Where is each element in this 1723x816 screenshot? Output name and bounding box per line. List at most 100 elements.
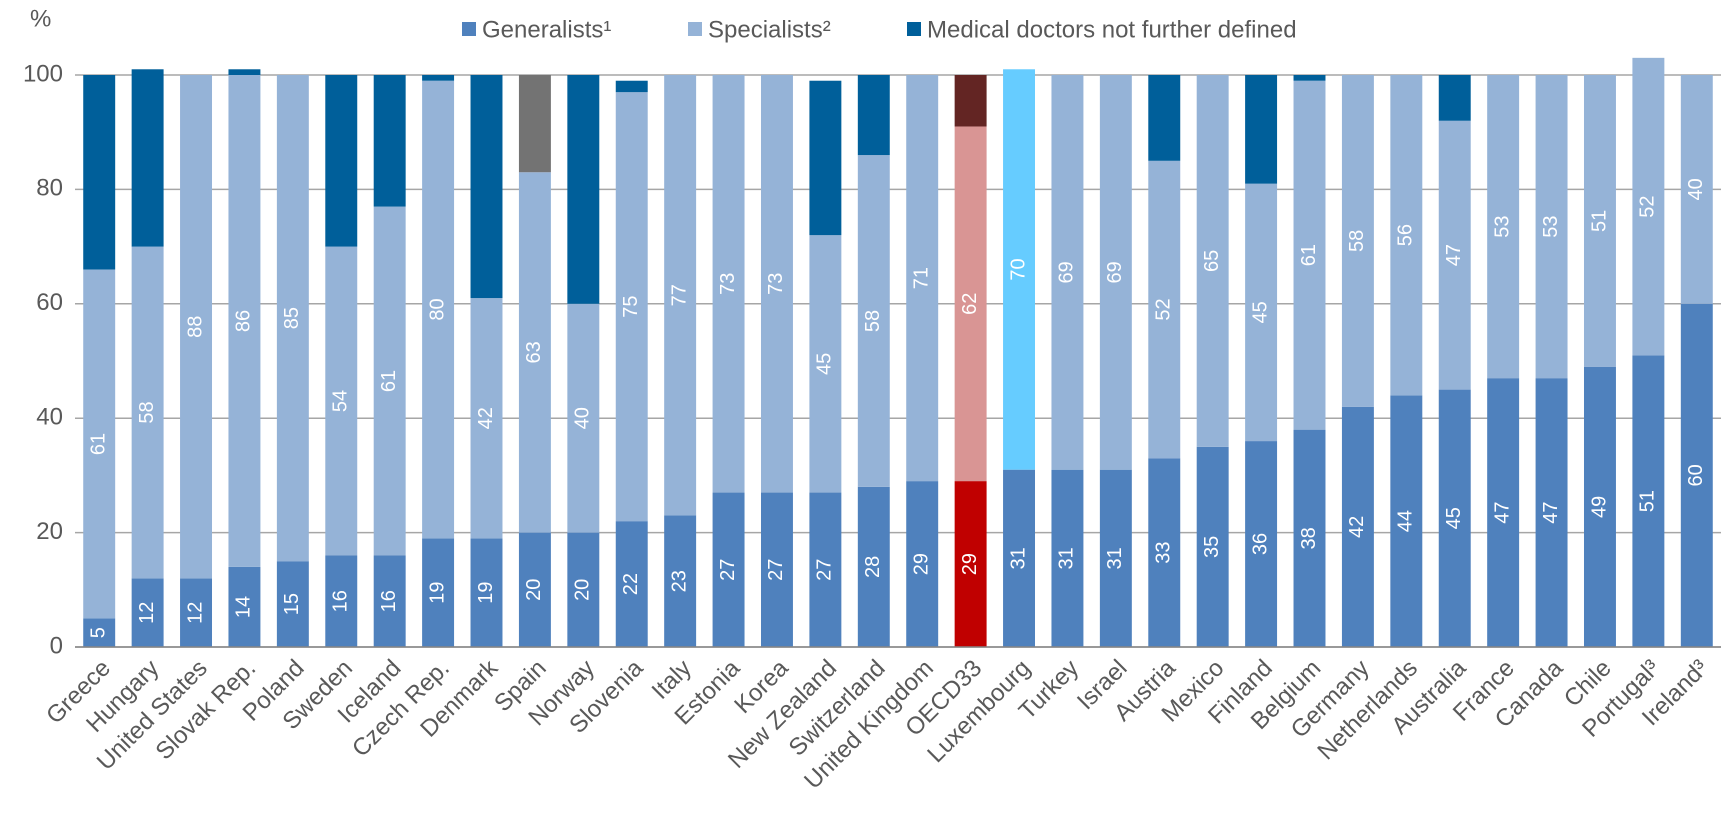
bar-segment [180, 578, 213, 647]
data-label: 36 [1249, 533, 1271, 555]
bar-segment [1293, 75, 1326, 81]
data-label: 20 [572, 579, 594, 601]
bar-segment [567, 303, 600, 533]
data-label: 49 [1588, 496, 1610, 518]
data-label: 45 [1443, 507, 1465, 529]
bar-segment [906, 481, 939, 647]
data-label: 58 [1346, 230, 1368, 252]
bar-segment [1535, 75, 1568, 379]
bar-segment [1438, 389, 1471, 647]
bar-segment [518, 532, 551, 647]
bar-segment [1390, 395, 1423, 647]
bar-segment [373, 75, 406, 207]
data-label: 56 [1395, 224, 1417, 246]
bar-segment [760, 492, 793, 647]
y-unit-label: % [30, 5, 51, 32]
bar-segment [1003, 469, 1036, 647]
bar-segment [422, 538, 455, 647]
data-label: 19 [426, 582, 448, 604]
bar-segment [809, 80, 842, 236]
data-label: 73 [717, 273, 739, 295]
data-label: 58 [862, 310, 884, 332]
data-label: 22 [620, 573, 642, 595]
bar-segment [1438, 75, 1471, 121]
data-label: 58 [136, 401, 158, 423]
data-label: 27 [717, 559, 739, 581]
data-label: 51 [1637, 490, 1659, 512]
data-label: 54 [330, 390, 352, 412]
data-label: 69 [1104, 261, 1126, 283]
bar-segment [1051, 75, 1084, 470]
y-tick-label: 100 [23, 60, 63, 87]
bar-segment [1632, 355, 1665, 647]
bar-segment [470, 298, 503, 539]
bar-segment [518, 75, 551, 173]
bar-segment [373, 555, 406, 647]
bar-segment [1341, 406, 1374, 647]
bar-segment [83, 618, 116, 647]
bar-segment [954, 75, 987, 127]
bar-segment [1438, 120, 1471, 390]
bar-segment [1341, 75, 1374, 407]
bar-segment [1196, 75, 1229, 447]
bar-segment [1487, 75, 1520, 379]
bar-segment [83, 269, 116, 619]
bar-segment [857, 75, 890, 156]
bar-segment [712, 75, 745, 493]
bar-segment [857, 155, 890, 487]
bar-segment [1293, 429, 1326, 647]
bar-segment [228, 75, 261, 567]
bar-segment [1099, 75, 1132, 470]
bar-segment [325, 555, 358, 647]
bar-segment [1148, 458, 1181, 647]
data-label: 27 [765, 559, 787, 581]
bar-segment [1680, 303, 1713, 647]
data-label: 16 [378, 590, 400, 612]
data-label: 12 [136, 602, 158, 624]
bar-segment [276, 561, 309, 647]
data-label: 5 [87, 627, 109, 638]
y-tick-label: 0 [50, 632, 63, 659]
bar-segment [1293, 80, 1326, 430]
data-label: 71 [910, 267, 932, 289]
data-label: 63 [523, 341, 545, 363]
data-label: 19 [475, 582, 497, 604]
data-label: 29 [910, 553, 932, 575]
data-label: 62 [959, 293, 981, 315]
bar-segment [1680, 75, 1713, 304]
bar-segment [1583, 75, 1616, 367]
data-label: 85 [281, 307, 303, 329]
bar-segment [1148, 75, 1181, 161]
legend-swatch [907, 22, 921, 36]
data-label: 52 [1153, 298, 1175, 320]
bar-segment [615, 521, 648, 647]
data-label: 65 [1201, 250, 1223, 272]
data-label: 42 [1346, 516, 1368, 538]
data-label: 28 [862, 556, 884, 578]
y-tick-label: 80 [36, 175, 63, 202]
bar-segment [1245, 183, 1278, 442]
bar-segment [422, 75, 455, 81]
data-label: 44 [1395, 510, 1417, 532]
bar-segment [131, 69, 164, 247]
data-label: 53 [1540, 215, 1562, 237]
data-label: 31 [1104, 547, 1126, 569]
legend-label: Medical doctors not further defined [927, 16, 1297, 43]
legend-label: Generalists¹ [482, 16, 611, 43]
data-label: 38 [1298, 527, 1320, 549]
bar-segment [954, 481, 987, 647]
data-label: 47 [1540, 501, 1562, 523]
y-tick-label: 40 [36, 404, 63, 431]
data-label: 16 [330, 590, 352, 612]
data-label: 88 [184, 316, 206, 338]
bar-segment [1583, 366, 1616, 647]
bar-segment [276, 75, 309, 562]
data-label: 45 [1249, 301, 1271, 323]
bar-segment [1632, 57, 1665, 356]
data-label: 70 [1007, 258, 1029, 280]
data-label: 31 [1007, 547, 1029, 569]
bar-segment [954, 126, 987, 482]
data-label: 61 [87, 433, 109, 455]
data-label: 60 [1685, 464, 1707, 486]
bar-segment [1535, 378, 1568, 647]
